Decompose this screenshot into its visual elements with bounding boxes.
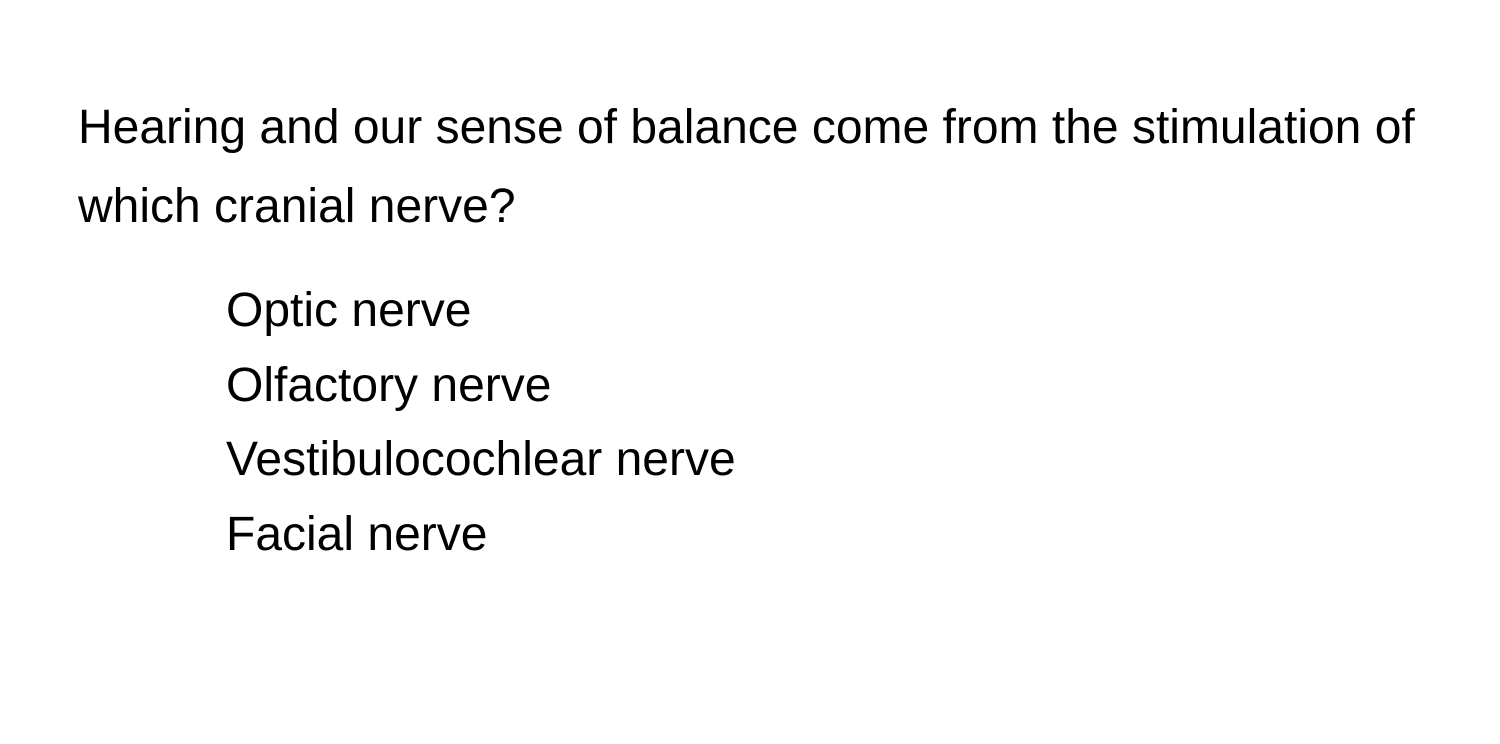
option-item[interactable]: Olfactory nerve: [226, 349, 1422, 423]
option-item[interactable]: Facial nerve: [226, 498, 1422, 572]
option-item[interactable]: Optic nerve: [226, 274, 1422, 348]
question-text: Hearing and our sense of balance come fr…: [78, 88, 1422, 246]
options-list: Optic nerve Olfactory nerve Vestibulococ…: [78, 274, 1422, 572]
option-item[interactable]: Vestibulocochlear nerve: [226, 423, 1422, 497]
